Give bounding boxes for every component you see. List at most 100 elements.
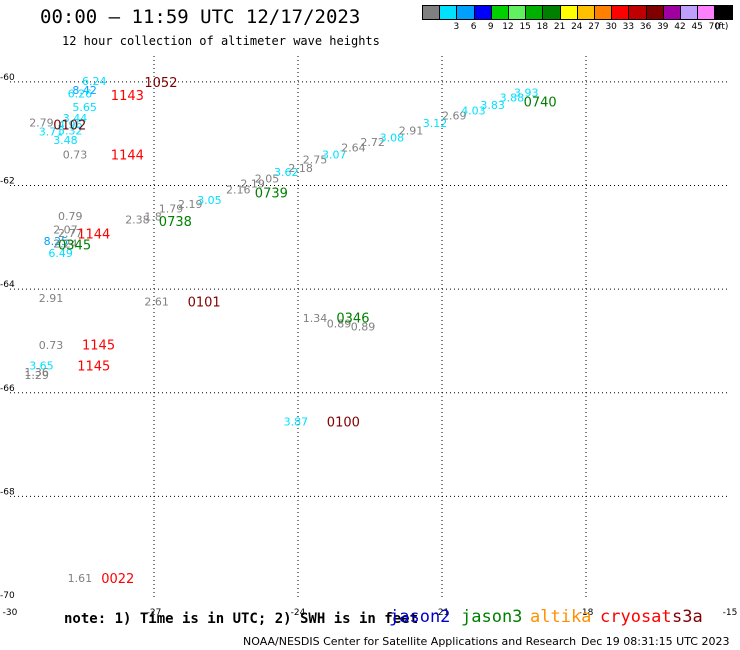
colorbar-bin xyxy=(680,5,699,20)
footer-note: note: 1) Time is in UTC; 2) SWH is in fe… xyxy=(64,611,419,627)
colorbar-bin xyxy=(508,5,527,20)
y-tick-label: -62 xyxy=(0,177,15,187)
wave-height-label: 2.79 xyxy=(29,116,54,129)
wave-height-label: 3.83 xyxy=(480,99,505,112)
colorbar-tick-label: 70 xyxy=(708,22,721,32)
wave-height-label: 1.29 xyxy=(24,369,49,382)
page-subtitle: 12 hour collection of altimeter wave hei… xyxy=(62,34,380,48)
wave-height-label: 5.65 xyxy=(72,101,97,114)
page-title: 00:00 – 11:59 UTC 12/17/2023 xyxy=(40,6,361,28)
pass-time-label: 0100 xyxy=(327,415,360,430)
wave-height-label: 3.44 xyxy=(63,112,88,125)
colorbar-bin xyxy=(662,5,681,20)
colorbar-bin xyxy=(645,5,664,20)
y-tick-label: -64 xyxy=(0,280,15,290)
colorbar-bin xyxy=(525,5,544,20)
colorbar-tick-label: 24 xyxy=(571,22,583,32)
wave-height-label: 1.79 xyxy=(159,202,184,215)
colorbar-tick-label: 3 xyxy=(453,22,460,32)
wave-height-label: 5.32 xyxy=(58,125,83,138)
legend-cryosat: cryosat xyxy=(600,607,672,627)
legend-altika: altika xyxy=(530,607,592,627)
wave-height-label: 1.34 xyxy=(303,312,328,325)
colorbar-tick-label: 45 xyxy=(691,22,703,32)
wave-height-label: 2.38 xyxy=(125,214,150,227)
wave-height-label: 1.8 xyxy=(144,211,162,224)
colorbar-tick-label: 36 xyxy=(639,22,652,32)
colorbar-unit-label: (ft) xyxy=(714,22,729,32)
wave-height-label: 6.24 xyxy=(82,75,107,88)
colorbar-tick-label: 42 xyxy=(674,22,686,32)
wave-height-label: 2.19 xyxy=(240,177,265,190)
colorbar-tick-label: 15 xyxy=(519,22,531,32)
colorbar-bin xyxy=(714,5,733,20)
wave-height-label: 2.24 xyxy=(53,238,77,251)
wave-height-label: 2.72 xyxy=(360,136,385,149)
pass-time-label: 1143 xyxy=(111,89,144,104)
wave-height-label: 0.73 xyxy=(63,148,88,161)
x-tick-label: -15 xyxy=(723,608,738,618)
y-tick-label: -66 xyxy=(0,384,15,394)
colorbar-bin xyxy=(490,5,509,20)
wave-height-label: 6.49 xyxy=(48,247,73,260)
wave-height-label: 3.71 xyxy=(39,126,64,139)
wave-height-label: 2.61 xyxy=(144,296,169,309)
legend-jason2: jason2 xyxy=(389,607,451,627)
wave-height-label: 3.93 xyxy=(514,86,539,99)
wave-height-label: 3.05 xyxy=(197,194,222,207)
colorbar-bin xyxy=(439,5,458,20)
colorbar-tick-label: 39 xyxy=(657,22,669,32)
colorbar-bin xyxy=(456,5,475,20)
pass-time-label: 1145 xyxy=(82,339,115,354)
x-tick-label: -18 xyxy=(579,608,594,618)
pass-time-label: 1052 xyxy=(144,76,177,91)
pass-time-label: 0101 xyxy=(188,296,221,311)
colorbar-tick-label: 21 xyxy=(553,22,566,32)
pass-time-label: 1144 xyxy=(111,148,144,163)
colorbar-bin xyxy=(559,5,578,20)
wave-height-label: 3.62 xyxy=(274,166,299,179)
axis-tick-labels: -30 -27 -24 -21 -18 -15 -60 -62 -64 -66 -68 -70 xyxy=(0,73,737,618)
colorbar-bin xyxy=(594,5,613,20)
wave-height-label: 3.87 xyxy=(284,415,309,428)
colorbar-tick-label: 18 xyxy=(536,22,549,32)
wave-height-label: 0.79 xyxy=(58,210,83,223)
wave-height-label: 6.26 xyxy=(68,87,93,100)
colorbar-tick-label: 6 xyxy=(470,22,477,32)
wave-height-label: 2.91 xyxy=(39,292,64,305)
pass-time-label: 0345 xyxy=(58,239,91,254)
wave-height-label: 2.91 xyxy=(399,125,424,138)
wave-height-label: 2.75 xyxy=(303,154,328,167)
wave-height-label: 1.61 xyxy=(68,572,93,585)
wave-height-label: 3.12 xyxy=(423,117,448,130)
data-labels: 2.793.71 6.248.426.265.653.444.965.323.48… xyxy=(24,75,556,587)
y-tick-label: -68 xyxy=(0,487,15,497)
wave-height-label: 2.19 xyxy=(178,198,203,211)
wave-height-label: 0.89 xyxy=(327,317,352,330)
x-tick-label: -24 xyxy=(291,608,306,618)
wave-height-label: 1.36 xyxy=(24,366,49,379)
generated-timestamp: Dec 19 08:31:15 UTC 2023 xyxy=(581,635,730,648)
wave-height-label: 0.73 xyxy=(39,339,64,352)
grid-lines xyxy=(10,56,730,600)
wave-height-label: 2.07 xyxy=(53,224,77,237)
y-tick-label: -60 xyxy=(0,73,15,83)
pass-time-label: 0022 xyxy=(101,572,134,587)
wave-height-label: 2.64 xyxy=(341,142,366,155)
pass-time-label: 0346 xyxy=(336,312,369,327)
colorbar-tick-label: 30 xyxy=(605,22,617,32)
pass-time-label: 0738 xyxy=(159,215,192,230)
legend-jason3: jason3 xyxy=(461,607,523,627)
wave-height-label: 0.89 xyxy=(351,320,376,333)
colorbar-tick-label: 27 xyxy=(588,22,600,32)
wave-height-label: 2.69 xyxy=(442,110,467,123)
pass-time-label: 0102 xyxy=(53,118,86,133)
legend-s3a: s3a xyxy=(672,607,703,627)
colorbar-tick-label: 33 xyxy=(622,22,635,32)
wave-height-label: 2.77 xyxy=(58,227,83,240)
pass-time-label: 1145 xyxy=(77,359,110,374)
x-tick-label: -27 xyxy=(147,608,162,618)
wave-height-label: 4.03 xyxy=(461,104,486,117)
pass-time-label: 1144 xyxy=(77,228,110,243)
